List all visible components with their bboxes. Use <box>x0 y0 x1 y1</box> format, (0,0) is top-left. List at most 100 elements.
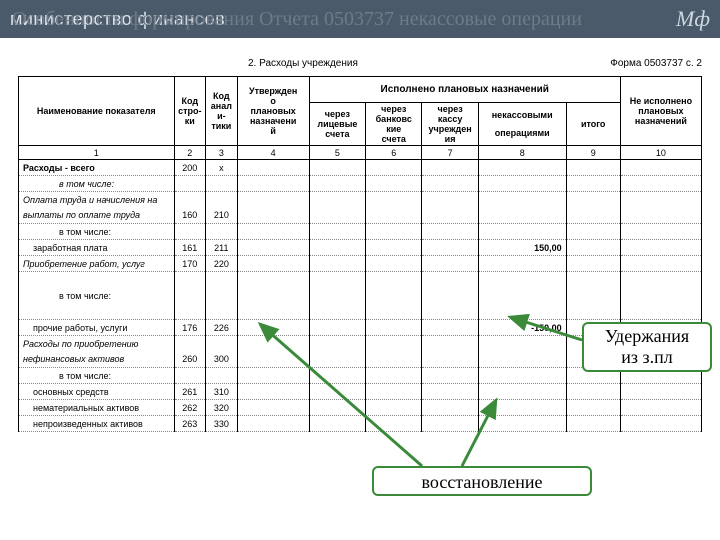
callout-restoration: восстановление <box>372 466 592 496</box>
cell <box>422 224 478 240</box>
row-name: выплаты по оплате труда <box>19 208 175 224</box>
cell: 260 <box>174 352 206 368</box>
cell: x <box>206 160 238 176</box>
cell <box>366 304 422 320</box>
table-row: в том числе: <box>19 288 702 304</box>
cell <box>366 320 422 336</box>
cell <box>620 272 701 288</box>
cell: 330 <box>206 416 238 432</box>
cell <box>237 272 309 288</box>
cell <box>237 320 309 336</box>
table-row: в том числе: <box>19 176 702 192</box>
cell <box>422 416 478 432</box>
cell <box>206 176 238 192</box>
cell <box>566 176 620 192</box>
page-title: Особенности формирования Отчета 0503737 … <box>12 8 712 31</box>
cell <box>422 320 478 336</box>
cell <box>309 384 365 400</box>
row-name: нематериальных активов <box>19 400 175 416</box>
cell <box>237 240 309 256</box>
cell <box>566 208 620 224</box>
cell <box>309 256 365 272</box>
cell <box>174 336 206 352</box>
cell: 200 <box>174 160 206 176</box>
cell <box>566 272 620 288</box>
cell <box>309 352 365 368</box>
row-name: заработная плата <box>19 240 175 256</box>
hdr-kassa: черезкассуучреждения <box>422 103 478 146</box>
cell: 170 <box>174 256 206 272</box>
cell <box>174 272 206 288</box>
column-number-row: 123 456 789 10 <box>19 146 702 160</box>
cell <box>620 400 701 416</box>
cell <box>620 208 701 224</box>
hdr-bank: черезбанковскиесчета <box>366 103 422 146</box>
hdr-nek: некассовымиоперациями <box>478 103 566 146</box>
row-name: Приобретение работ, услуг <box>19 256 175 272</box>
cell <box>237 256 309 272</box>
cell <box>422 400 478 416</box>
table-row <box>19 272 702 288</box>
row-name: в том числе: <box>19 224 175 240</box>
cell <box>566 400 620 416</box>
cell: 210 <box>206 208 238 224</box>
table-row: заработная плата161211150,00 <box>19 240 702 256</box>
cell <box>620 384 701 400</box>
cell <box>237 368 309 384</box>
cell <box>237 400 309 416</box>
hdr-code2: Коданали-тики <box>206 77 238 146</box>
cell <box>366 288 422 304</box>
cell <box>620 224 701 240</box>
cell: -150,00 <box>478 320 566 336</box>
cell: 261 <box>174 384 206 400</box>
cell <box>309 208 365 224</box>
cell <box>206 304 238 320</box>
cell <box>309 416 365 432</box>
cell <box>566 192 620 208</box>
cell <box>478 368 566 384</box>
cell <box>566 416 620 432</box>
cell <box>206 288 238 304</box>
cell <box>478 304 566 320</box>
cell <box>566 304 620 320</box>
cell <box>309 176 365 192</box>
cell <box>174 192 206 208</box>
cell <box>620 176 701 192</box>
cell: 176 <box>174 320 206 336</box>
cell <box>237 176 309 192</box>
cell <box>566 256 620 272</box>
cell <box>366 272 422 288</box>
cell <box>366 208 422 224</box>
cell <box>366 368 422 384</box>
table-row: Приобретение работ, услуг170220 <box>19 256 702 272</box>
cell <box>478 400 566 416</box>
cell <box>422 240 478 256</box>
cell: 262 <box>174 400 206 416</box>
cell <box>309 400 365 416</box>
table-row: основных средств261310 <box>19 384 702 400</box>
cell <box>620 416 701 432</box>
cell <box>237 224 309 240</box>
cell <box>422 192 478 208</box>
table-row: Расходы - всего200x <box>19 160 702 176</box>
cell <box>478 352 566 368</box>
cell <box>478 288 566 304</box>
row-name: в том числе: <box>19 176 175 192</box>
cell <box>422 384 478 400</box>
cell <box>366 160 422 176</box>
cell <box>237 208 309 224</box>
cell <box>206 368 238 384</box>
cell <box>237 336 309 352</box>
row-name <box>19 304 175 320</box>
cell <box>366 176 422 192</box>
table-row: Оплата труда и начисления на <box>19 192 702 208</box>
cell <box>422 272 478 288</box>
cell <box>478 272 566 288</box>
cell <box>309 192 365 208</box>
cell <box>309 320 365 336</box>
cell <box>237 288 309 304</box>
cell <box>566 160 620 176</box>
cell <box>174 224 206 240</box>
cell <box>566 384 620 400</box>
cell <box>620 256 701 272</box>
